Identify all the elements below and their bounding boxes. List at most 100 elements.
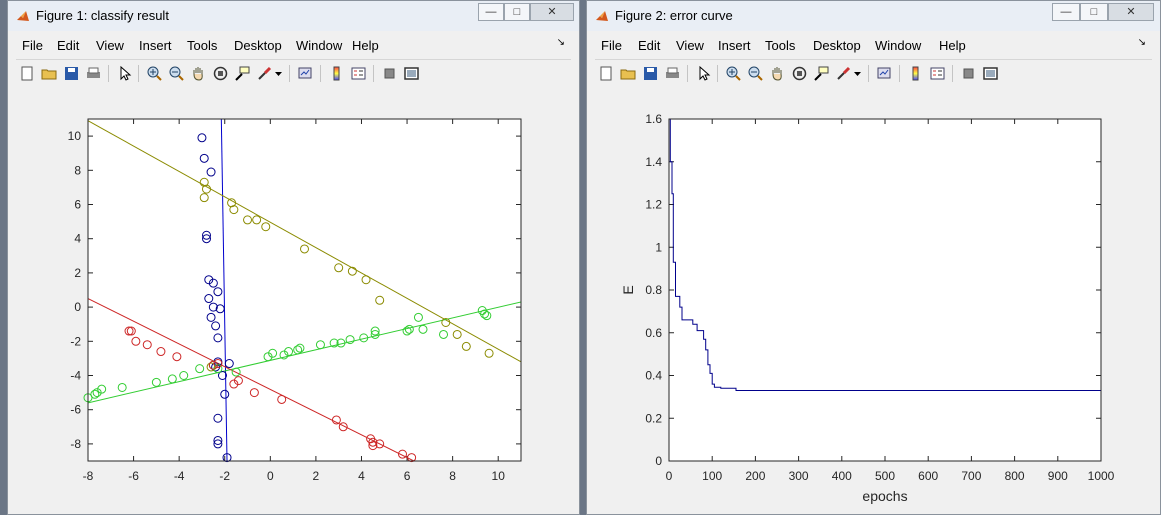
menu-insert[interactable]: Insert <box>139 38 172 53</box>
legend-icon[interactable] <box>929 65 946 82</box>
axes-frame <box>87 118 522 462</box>
menu-help[interactable]: Help <box>352 38 379 53</box>
legend-icon[interactable] <box>350 65 367 82</box>
rotate-3d-icon[interactable] <box>212 65 229 82</box>
title-bar[interactable]: Figure 1: classify result — □ ✕ <box>8 1 579 31</box>
menu-view[interactable]: View <box>96 38 124 53</box>
brush-icon[interactable] <box>835 65 852 82</box>
pan-icon[interactable] <box>190 65 207 82</box>
error-curve-plot[interactable]: 0 100 200 300 400 500 600 700 800 900 1000 0 0.2 0.4 0… <box>589 89 1151 509</box>
data-point <box>90 389 100 399</box>
colorbar-icon[interactable] <box>328 65 345 82</box>
brush-icon[interactable] <box>256 65 273 82</box>
menu-window[interactable]: Window <box>296 38 343 53</box>
print-icon[interactable] <box>85 65 102 82</box>
pointer-icon[interactable] <box>695 65 712 82</box>
data-point <box>124 326 134 336</box>
show-plot-tools-icon[interactable] <box>403 65 420 82</box>
minimize-button[interactable]: — <box>478 3 504 21</box>
pan-icon[interactable] <box>769 65 786 82</box>
rotate-3d-icon[interactable] <box>791 65 808 82</box>
data-point <box>208 360 218 370</box>
save-icon[interactable] <box>63 65 80 82</box>
brush-dropdown-icon[interactable] <box>274 65 283 82</box>
x-tick-label: 900 <box>1048 469 1068 483</box>
menu-window[interactable]: Window <box>875 38 922 53</box>
close-button[interactable]: ✕ <box>1108 3 1154 21</box>
data-point <box>97 384 107 394</box>
menu-insert[interactable]: Insert <box>718 38 751 53</box>
menu-edit[interactable]: Edit <box>57 38 80 53</box>
brush-dropdown-icon[interactable] <box>853 65 862 82</box>
zoom-out-icon[interactable] <box>168 65 185 82</box>
data-point <box>92 388 102 398</box>
colorbar-icon[interactable] <box>907 65 924 82</box>
pointer-icon[interactable] <box>116 65 133 82</box>
matlab-logo-icon <box>17 11 29 21</box>
data-point <box>227 198 237 208</box>
menu-tools[interactable]: Tools <box>765 38 796 53</box>
decision-boundary-line <box>88 301 521 404</box>
y-tick-label: 0.2 <box>645 411 662 425</box>
y-tick-label: 0 <box>655 454 662 468</box>
hide-plot-tools-icon[interactable] <box>381 65 398 82</box>
open-file-icon[interactable] <box>620 65 637 82</box>
menu-dock-arrow-icon[interactable]: ↘ <box>556 37 565 48</box>
show-plot-tools-icon[interactable] <box>982 65 999 82</box>
print-icon[interactable] <box>664 65 681 82</box>
link-plot-icon[interactable] <box>876 65 893 82</box>
hide-plot-tools-icon[interactable] <box>960 65 977 82</box>
data-point <box>413 312 423 322</box>
data-point <box>217 371 227 380</box>
figure-window-2: Figure 2: error curve — □ ✕ File Edit Vi… <box>586 0 1161 515</box>
data-cursor-icon[interactable] <box>234 65 251 82</box>
save-icon[interactable] <box>642 65 659 82</box>
toolbar-separator <box>868 65 869 82</box>
maximize-button[interactable]: □ <box>1080 3 1108 21</box>
menu-help[interactable]: Help <box>939 38 966 53</box>
data-cursor-icon[interactable] <box>813 65 830 82</box>
data-point <box>331 415 341 425</box>
menu-file[interactable]: File <box>601 38 622 53</box>
new-figure-icon[interactable] <box>19 65 36 82</box>
close-button[interactable]: ✕ <box>530 3 574 21</box>
link-plot-icon[interactable] <box>297 65 314 82</box>
data-point <box>229 379 239 389</box>
x-tick-label: -8 <box>83 469 94 483</box>
zoom-in-icon[interactable] <box>725 65 742 82</box>
y-axis-label: E <box>620 285 636 294</box>
data-point <box>197 133 207 143</box>
data-point <box>213 413 223 423</box>
data-point <box>279 350 289 360</box>
minimize-button[interactable]: — <box>1052 3 1080 21</box>
new-figure-icon[interactable] <box>598 65 615 82</box>
toolbar-separator <box>899 65 900 82</box>
menu-desktop[interactable]: Desktop <box>813 38 861 53</box>
menu-tools[interactable]: Tools <box>187 38 218 53</box>
y-tick-label: 1.4 <box>645 155 662 169</box>
classify-result-plot[interactable]: -8 -6 -4 -2 0 2 4 6 8 10 -8 -6 -4 -2 0 2 4 6 8 10 <box>10 89 570 509</box>
data-point <box>361 275 371 285</box>
data-point <box>249 388 259 398</box>
maximize-button[interactable]: □ <box>504 3 530 21</box>
menu-dock-arrow-icon[interactable]: ↘ <box>1137 37 1146 48</box>
menu-desktop[interactable]: Desktop <box>234 38 282 53</box>
figure-toolbar <box>16 59 571 86</box>
menu-file[interactable]: File <box>22 38 43 53</box>
open-file-icon[interactable] <box>41 65 58 82</box>
data-point <box>208 278 218 288</box>
zoom-out-icon[interactable] <box>747 65 764 82</box>
zoom-in-icon[interactable] <box>146 65 163 82</box>
x-tick-label: -4 <box>174 469 185 483</box>
data-point <box>359 333 369 343</box>
error-curve-line <box>669 118 1101 391</box>
matlab-logo-icon <box>596 11 608 21</box>
data-point <box>179 371 189 380</box>
data-point <box>233 376 243 386</box>
title-bar[interactable]: Figure 2: error curve — □ ✕ <box>587 1 1160 31</box>
menu-edit[interactable]: Edit <box>638 38 661 53</box>
y-tick-label: 6 <box>74 198 81 212</box>
y-tick-label: 0.8 <box>645 283 662 297</box>
menu-view[interactable]: View <box>676 38 704 53</box>
data-point <box>199 177 209 187</box>
